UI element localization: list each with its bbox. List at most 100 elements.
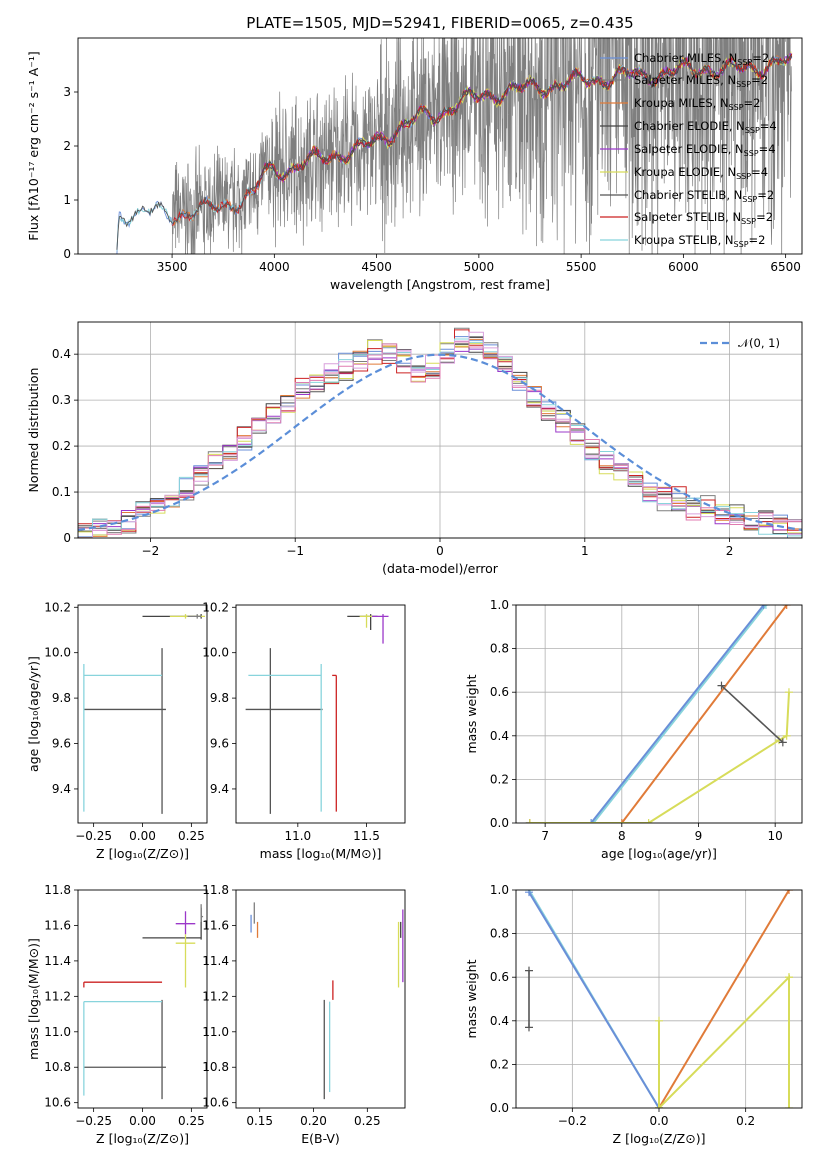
weight-marker xyxy=(655,1104,663,1108)
weight-line-chabrier_miles xyxy=(529,605,765,823)
y-tick-label: 11.0 xyxy=(202,1025,229,1039)
weight-line-chabrier_stelib xyxy=(720,685,784,743)
x-tick-label: 9 xyxy=(695,829,703,843)
weight-marker xyxy=(778,738,787,747)
y-tick-label: 0.4 xyxy=(490,729,509,743)
axes-frame xyxy=(77,889,208,1109)
axes-frame xyxy=(235,889,406,1109)
x-tick-label: 6500 xyxy=(770,260,801,274)
x-tick-label: 0.25 xyxy=(178,1114,205,1128)
x-tick-label: 11.5 xyxy=(353,829,380,843)
y-tick-label: 0 xyxy=(63,247,71,261)
histograms xyxy=(78,327,802,538)
x-tick-label: 0.0 xyxy=(649,1114,668,1128)
x-tick-label: 11.0 xyxy=(284,829,311,843)
legend-label: Salpeter STELIB, NSSP=2 xyxy=(634,210,773,226)
weight-marker xyxy=(782,731,791,740)
y-tick-label: 0 xyxy=(63,531,71,545)
weight-marker xyxy=(525,819,534,823)
chart-mass-age: 11.0 11.5 9.4 9.6 9.8 10.0 10.2 mass [log₁₀(M/M… xyxy=(202,600,406,861)
y-tick-label: 10.8 xyxy=(44,1060,71,1074)
weight-marker xyxy=(785,973,793,982)
y-tick-label: 1.0 xyxy=(490,883,509,897)
weight-line-kroupa_elodie xyxy=(658,974,790,1108)
x-tick-label: −0.2 xyxy=(558,1114,587,1128)
x-axis-label: Z [log₁₀(Z/Z⊙)] xyxy=(613,1131,706,1146)
y-axis-label: mass weight xyxy=(464,959,479,1038)
y-tick-label: 9.4 xyxy=(210,782,229,796)
x-tick-label: −0.25 xyxy=(75,829,112,843)
model-spectrum-chabrier_stelib xyxy=(116,54,793,250)
y-tick-label: 1 xyxy=(63,193,71,207)
observed-spectrum xyxy=(171,38,792,254)
y-tick-label: 0.6 xyxy=(490,970,509,984)
weight-marker xyxy=(525,1023,533,1032)
x-tick-label: 5000 xyxy=(464,260,495,274)
weight-marker xyxy=(784,688,793,697)
y-axis-label: Normed distribution xyxy=(26,368,41,493)
y-tick-label: 9.8 xyxy=(52,691,71,705)
y-tick-label: 1.0 xyxy=(490,598,509,612)
y-tick-label: 10.0 xyxy=(202,646,229,660)
x-tick-label: 8 xyxy=(618,829,626,843)
x-tick-label: 0.00 xyxy=(129,829,156,843)
y-tick-label: 10.0 xyxy=(44,646,71,660)
y-tick-label: 3 xyxy=(63,85,71,99)
y-tick-label: 0.6 xyxy=(490,685,509,699)
y-tick-label: 0.2 xyxy=(52,439,71,453)
x-tick-label: 7 xyxy=(541,829,549,843)
y-tick-label: 2 xyxy=(63,139,71,153)
legend-label: 𝒩(0, 1) xyxy=(738,336,780,350)
x-axis-label: wavelength [Angstrom, rest frame] xyxy=(330,277,550,292)
x-tick-label: 1 xyxy=(581,544,589,558)
weight-marker xyxy=(655,1016,663,1025)
x-tick-label: 0 xyxy=(436,544,444,558)
y-tick-label: 11.6 xyxy=(202,918,229,932)
axes-frame xyxy=(77,321,803,539)
x-tick-label: 0.25 xyxy=(354,1114,381,1128)
y-tick-label: 0.1 xyxy=(52,485,71,499)
legend-label: Kroupa STELIB, NSSP=2 xyxy=(634,233,765,249)
spectrum-legend: Chabrier MILES, NSSP=2 Salpeter MILES, NS… xyxy=(600,51,777,249)
weight-lines xyxy=(525,605,793,823)
y-tick-label: 9.8 xyxy=(210,691,229,705)
weight-lines xyxy=(525,890,793,1108)
errorbars xyxy=(245,614,389,814)
chart-Z-age: −0.25 0.00 0.25 9.4 9.6 9.8 10.0 10.2 Z [log₁₀(Z… xyxy=(26,600,208,861)
figure-title: PLATE=1505, MJD=52941, FIBERID=0065, z=0… xyxy=(246,14,633,32)
x-tick-label: 10 xyxy=(768,829,783,843)
y-tick-label: 0.0 xyxy=(490,1101,509,1115)
weight-marker xyxy=(782,605,791,609)
axes-frame xyxy=(77,37,803,255)
y-tick-label: 11.2 xyxy=(44,989,71,1003)
legend-label: Kroupa ELODIE, NSSP=4 xyxy=(634,165,768,181)
legend-label: Salpeter MILES, NSSP=2 xyxy=(634,73,768,89)
x-tick-label: 0.20 xyxy=(300,1114,327,1128)
x-tick-label: 0.15 xyxy=(246,1114,273,1128)
y-tick-label: 10.2 xyxy=(44,600,71,614)
y-tick-label: 0.2 xyxy=(490,1057,509,1071)
weight-marker xyxy=(525,890,533,897)
axes-frame xyxy=(77,604,208,824)
y-tick-label: 0.4 xyxy=(52,347,71,361)
y-tick-label: 11.4 xyxy=(44,954,71,968)
y-tick-label: 0.8 xyxy=(490,927,509,941)
y-tick-label: 10.6 xyxy=(44,1096,71,1110)
axes-frame xyxy=(515,604,803,824)
weight-marker xyxy=(759,605,768,609)
x-tick-label: 0.2 xyxy=(736,1114,755,1128)
x-tick-label: 2 xyxy=(726,544,734,558)
y-axis-label: mass weight xyxy=(464,674,479,753)
x-axis-label: Z [log₁₀(Z/Z⊙)] xyxy=(96,846,189,861)
x-tick-label: −2 xyxy=(142,544,160,558)
legend-label: Chabrier STELIB, NSSP=2 xyxy=(634,188,774,204)
x-tick-label: −1 xyxy=(286,544,304,558)
x-axis-label: (data-model)/error xyxy=(382,561,499,576)
x-tick-label: 3500 xyxy=(157,260,188,274)
y-tick-label: 10.6 xyxy=(202,1096,229,1110)
weight-marker xyxy=(525,966,533,975)
x-tick-label: 4000 xyxy=(259,260,290,274)
y-axis-label: mass [log₁₀(M/M⊙)] xyxy=(26,938,41,1060)
axes-frame xyxy=(235,604,406,824)
